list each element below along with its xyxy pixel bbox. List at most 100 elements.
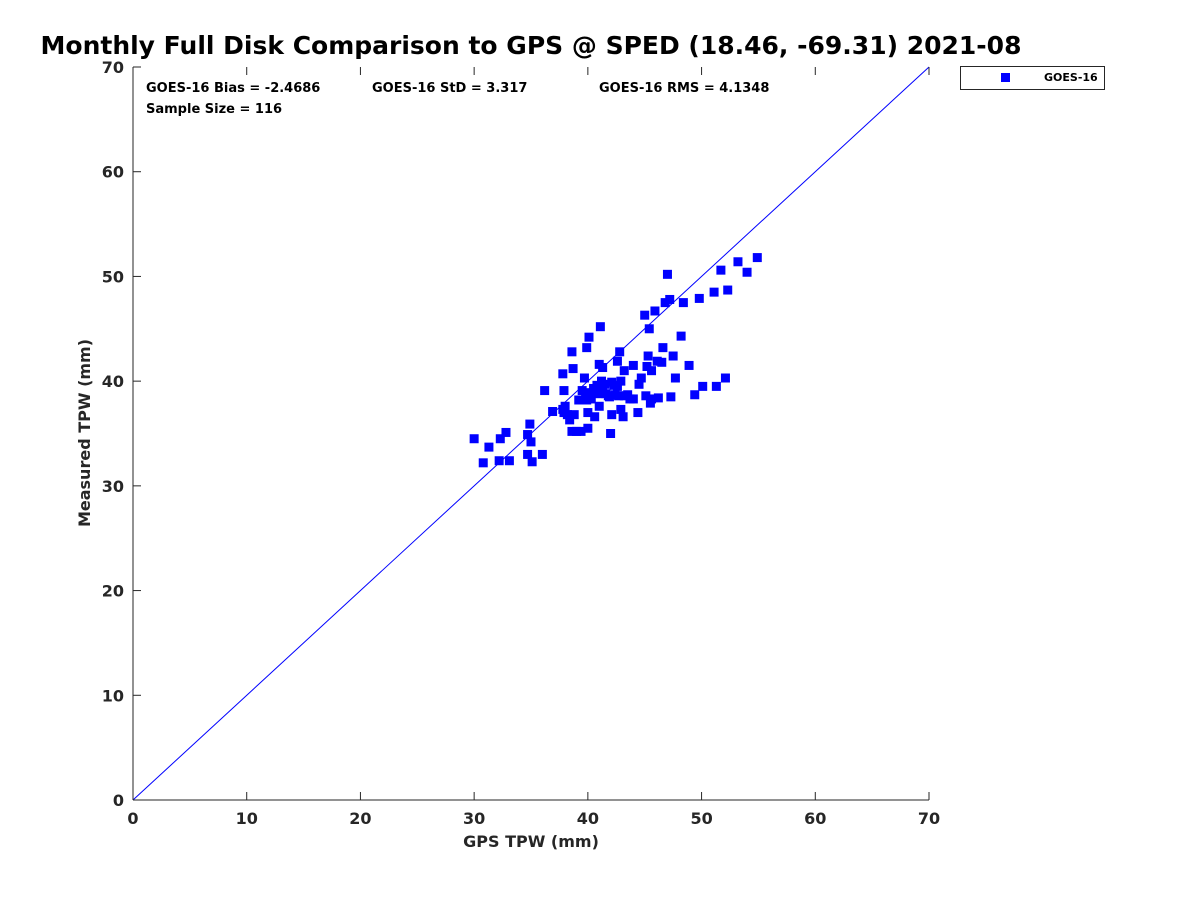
data-point (614, 391, 624, 401)
data-point (670, 373, 680, 383)
data-point (643, 351, 653, 361)
data-point (716, 265, 726, 275)
chart-title: Monthly Full Disk Comparison to GPS @ SP… (41, 31, 1022, 60)
data-point (752, 253, 762, 263)
data-point (494, 456, 504, 466)
data-point (652, 356, 662, 366)
x-tick-label: 10 (236, 809, 258, 828)
data-point (567, 347, 577, 357)
y-tick-label: 0 (113, 791, 124, 810)
data-point (526, 437, 536, 447)
data-point (733, 257, 743, 267)
data-point (478, 458, 488, 468)
data-point (574, 395, 584, 405)
data-point (658, 343, 668, 353)
data-point (501, 427, 511, 437)
data-point (720, 373, 730, 383)
x-tick-label: 0 (127, 809, 138, 828)
data-point (576, 426, 586, 436)
data-point (628, 394, 638, 404)
y-tick-label: 60 (102, 163, 124, 182)
data-point (606, 429, 616, 438)
data-point (484, 442, 494, 452)
data-point (579, 373, 589, 383)
data-point (590, 412, 600, 422)
data-point (640, 310, 650, 320)
x-tick-label: 60 (804, 809, 826, 828)
data-point (615, 347, 625, 357)
data-point (607, 410, 617, 420)
data-point (577, 386, 587, 396)
data-point (650, 306, 660, 316)
data-point (711, 381, 721, 391)
x-tick-label: 50 (690, 809, 712, 828)
points-layer (469, 253, 762, 468)
y-axis-label: Measured TPW (mm) (75, 339, 94, 527)
legend: GOES-16 (960, 66, 1105, 90)
x-tick-label: 40 (577, 809, 599, 828)
data-point (567, 426, 577, 436)
data-point (612, 381, 622, 391)
data-point (559, 386, 569, 396)
data-point (668, 351, 678, 361)
ticks-layer: 0 10 20 30 40 50 60 70 0 10 20 30 40 50 60 70 (102, 58, 940, 828)
data-point (525, 419, 535, 429)
data-point (618, 412, 628, 422)
y-tick-label: 10 (102, 686, 124, 705)
std-stat: GOES-16 StD = 3.317 (372, 81, 527, 96)
data-point (592, 380, 602, 390)
rms-stat: GOES-16 RMS = 4.1348 (599, 81, 769, 96)
data-point (583, 423, 593, 433)
data-point (723, 285, 733, 295)
data-point (690, 390, 700, 400)
y-tick-label: 20 (102, 582, 124, 601)
data-point (540, 386, 550, 396)
x-axis-label: GPS TPW (mm) (463, 832, 599, 851)
data-point (616, 376, 626, 386)
legend-marker-goes-16 (1001, 73, 1010, 82)
data-point (619, 366, 629, 376)
data-point (665, 294, 675, 304)
data-point (495, 434, 505, 444)
data-point (633, 408, 643, 418)
x-tick-label: 20 (349, 809, 371, 828)
data-point (523, 430, 533, 440)
data-point (653, 393, 663, 403)
y-tick-label: 40 (102, 372, 124, 391)
data-point (662, 269, 672, 279)
legend-label-goes-16: GOES-16 (1044, 71, 1098, 84)
data-point (560, 401, 570, 411)
data-point (583, 408, 593, 418)
data-point (660, 298, 670, 308)
data-point (634, 379, 644, 389)
data-point (569, 410, 579, 420)
sample-size-stat: Sample Size = 116 (146, 102, 282, 117)
data-point (595, 322, 605, 332)
data-point (628, 360, 638, 370)
data-point (537, 449, 547, 459)
data-point (684, 360, 694, 370)
data-point (565, 415, 575, 425)
data-point (676, 331, 686, 341)
data-point (666, 392, 676, 402)
bias-stat: GOES-16 Bias = -2.4686 (146, 81, 320, 96)
data-point (469, 434, 479, 444)
data-point (600, 379, 610, 389)
data-point (698, 381, 708, 391)
data-point (616, 404, 626, 414)
data-point (562, 410, 572, 420)
data-point (582, 395, 592, 405)
y-tick-label: 70 (102, 58, 124, 77)
data-point (586, 394, 596, 404)
data-point (642, 361, 652, 371)
data-point (641, 391, 651, 401)
data-point (644, 324, 654, 334)
data-point (504, 456, 514, 466)
data-point (657, 357, 667, 367)
data-point (558, 369, 568, 379)
data-point (604, 392, 614, 402)
x-tick-label: 70 (918, 809, 940, 828)
data-point (523, 449, 533, 459)
legend-box (960, 66, 1105, 90)
